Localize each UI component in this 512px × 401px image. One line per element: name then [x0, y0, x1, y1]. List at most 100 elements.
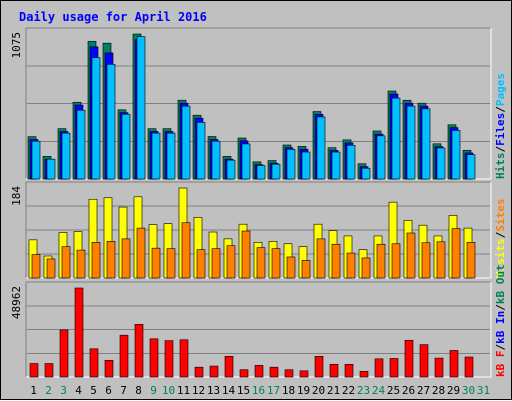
bar-sites-day-25 [391, 243, 401, 279]
x-tick-label-day-29: 29 [447, 384, 460, 397]
bar-sites-day-2 [46, 258, 56, 279]
chart-title: Daily usage for April 2016 [19, 10, 207, 24]
x-tick-label-day-3: 3 [60, 384, 67, 397]
bar-sites-day-12 [196, 249, 206, 279]
bar-sites-day-3 [61, 246, 71, 279]
x-tick-label-day-17: 17 [267, 384, 280, 397]
panel-kbytes-legend-item: / [494, 304, 507, 311]
panel-visits-ymax-label: 184 [10, 186, 23, 206]
bar-sites-day-30 [466, 241, 476, 279]
x-tick-label-day-8: 8 [135, 384, 142, 397]
x-tick-label-day-4: 4 [75, 384, 82, 397]
x-tick-label-day-16: 16 [252, 384, 265, 397]
panel-visits-legend-item: / [494, 231, 507, 238]
bar-sites-day-18 [286, 256, 296, 279]
bar-sites-day-28 [436, 241, 446, 279]
bar-sites-day-8 [136, 227, 146, 279]
bar-kb-f-day-12 [194, 366, 204, 378]
bar-pages-day-7 [121, 113, 131, 180]
bar-pages-day-3 [61, 132, 71, 180]
panel-hits-legend-item: Hits [494, 153, 507, 180]
bar-sites-day-6 [106, 241, 116, 279]
x-tick-label-day-30: 30 [462, 384, 475, 397]
bar-pages-day-1 [31, 140, 41, 180]
bar-pages-day-29 [451, 130, 461, 180]
bar-sites-day-29 [451, 228, 461, 279]
bar-sites-day-21 [331, 243, 341, 279]
bar-kb-f-day-10 [164, 340, 174, 378]
panel-kbytes-legend-item: / [494, 344, 507, 351]
bar-kb-f-day-2 [44, 363, 54, 378]
bar-kb-f-day-24 [374, 358, 384, 378]
bar-pages-day-5 [91, 57, 101, 180]
bar-sites-day-5 [91, 241, 101, 279]
bar-kb-f-day-16 [254, 365, 264, 378]
bar-kb-f-day-3 [59, 329, 69, 378]
bar-kb-f-day-22 [344, 363, 354, 378]
bar-kb-f-day-25 [389, 358, 399, 378]
bar-pages-day-23 [361, 167, 371, 180]
bar-pages-day-19 [301, 151, 311, 180]
bar-sites-day-24 [376, 243, 386, 279]
bar-kb-f-day-30 [464, 356, 474, 378]
panel-visits: 184 Visits/Sites [10, 181, 507, 279]
x-tick-label-day-10: 10 [162, 384, 175, 397]
x-tick-label-day-1: 1 [30, 384, 37, 397]
bar-pages-day-16 [256, 165, 266, 180]
bar-pages-day-2 [46, 158, 56, 180]
bar-sites-day-20 [316, 238, 326, 279]
bar-pages-day-8 [136, 36, 146, 180]
panel-hits-ymax-label: 1075 [10, 32, 23, 59]
bar-pages-day-10 [166, 132, 176, 180]
bar-pages-day-12 [196, 122, 206, 180]
x-tick-label-day-6: 6 [105, 384, 112, 397]
bar-pages-day-11 [181, 105, 191, 180]
bar-pages-day-22 [346, 144, 356, 180]
bar-sites-day-26 [406, 232, 416, 279]
bar-kb-f-day-1 [29, 363, 39, 378]
x-tick-label-day-12: 12 [192, 384, 205, 397]
x-tick-label-day-24: 24 [372, 384, 386, 397]
bar-sites-day-27 [421, 242, 431, 279]
bar-pages-day-20 [316, 116, 326, 180]
bar-kb-f-day-23 [359, 371, 369, 378]
bar-sites-day-4 [76, 249, 86, 279]
bar-kb-f-day-13 [209, 365, 219, 378]
bar-kb-f-day-27 [419, 344, 429, 378]
panel-kbytes-legend-item: kB In [494, 311, 507, 344]
x-tick-label-day-25: 25 [387, 384, 400, 397]
bar-pages-day-25 [391, 97, 401, 180]
bar-kb-f-day-6 [104, 359, 114, 378]
bar-pages-day-14 [226, 159, 236, 180]
bar-kb-f-day-21 [329, 363, 339, 378]
panel-visits-legend: Visits/Sites [494, 199, 507, 279]
x-tick-label-day-31: 31 [477, 384, 490, 397]
bar-pages-day-17 [271, 163, 281, 180]
bar-kb-f-day-9 [149, 338, 159, 378]
bar-kb-f-day-11 [179, 339, 189, 378]
x-tick-label-day-26: 26 [402, 384, 415, 397]
x-axis-labels: 1 2 3 4 5 6 7 8 9 10 11 12 13 14 15 16 17 18 19 20 21 22 23 24 2… [30, 384, 490, 397]
x-tick-label-day-27: 27 [417, 384, 430, 397]
bar-sites-day-9 [151, 247, 161, 279]
panel-kbytes-legend-item: kB Out [494, 264, 507, 304]
bar-pages-day-30 [466, 154, 476, 180]
bar-pages-day-21 [331, 151, 341, 180]
x-tick-label-day-22: 22 [342, 384, 355, 397]
bar-sites-day-15 [241, 230, 251, 279]
bar-kb-f-day-5 [89, 348, 99, 378]
bar-sites-day-11 [181, 222, 191, 279]
panel-kbytes-ymax-label: 48962 [10, 286, 23, 319]
x-tick-label-day-18: 18 [282, 384, 295, 397]
x-tick-label-day-14: 14 [222, 384, 236, 397]
bar-kb-f-day-26 [404, 339, 414, 378]
bar-sites-day-16 [256, 247, 266, 279]
bar-kb-f-day-14 [224, 355, 234, 378]
panel-visits-legend-item: Visits [494, 238, 507, 278]
x-tick-label-day-11: 11 [177, 384, 190, 397]
bar-pages-day-18 [286, 149, 296, 180]
x-tick-label-day-19: 19 [297, 384, 310, 397]
